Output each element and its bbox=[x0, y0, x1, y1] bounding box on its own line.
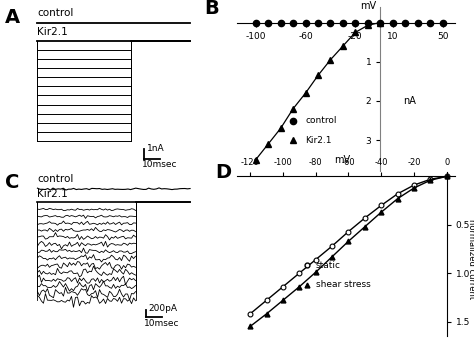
static bbox=[346, 229, 351, 234]
Text: shear stress: shear stress bbox=[316, 280, 371, 289]
Text: mV: mV bbox=[334, 155, 350, 165]
shear stress bbox=[378, 210, 384, 214]
Text: B: B bbox=[204, 0, 219, 17]
shear stress bbox=[428, 178, 433, 182]
Text: nA: nA bbox=[403, 96, 416, 106]
static bbox=[313, 258, 319, 262]
shear stress bbox=[264, 312, 269, 316]
Text: Kir2.1: Kir2.1 bbox=[306, 135, 332, 145]
Text: 10msec: 10msec bbox=[142, 161, 178, 169]
shear stress bbox=[362, 225, 368, 229]
Text: normalized current: normalized current bbox=[466, 218, 474, 299]
shear stress bbox=[444, 174, 450, 178]
Text: A: A bbox=[5, 8, 20, 27]
static bbox=[428, 177, 433, 181]
Text: control: control bbox=[37, 174, 74, 184]
Text: D: D bbox=[215, 163, 231, 182]
shear stress bbox=[313, 270, 319, 274]
Text: 200pA: 200pA bbox=[149, 305, 178, 314]
Text: control: control bbox=[306, 116, 337, 125]
static bbox=[280, 285, 286, 289]
static bbox=[411, 183, 417, 187]
static bbox=[395, 192, 401, 196]
static bbox=[264, 298, 269, 303]
shear stress bbox=[247, 324, 253, 329]
shear stress bbox=[329, 255, 335, 259]
Text: control: control bbox=[37, 8, 74, 18]
static bbox=[247, 312, 253, 316]
static bbox=[444, 174, 450, 178]
Line: shear stress: shear stress bbox=[248, 174, 449, 329]
shear stress bbox=[395, 197, 401, 201]
shear stress bbox=[280, 298, 286, 303]
static bbox=[296, 271, 302, 275]
Text: static: static bbox=[316, 261, 341, 270]
Text: Kir2.1: Kir2.1 bbox=[37, 189, 68, 199]
static bbox=[362, 216, 368, 220]
Text: 1nA: 1nA bbox=[146, 144, 164, 153]
shear stress bbox=[411, 186, 417, 190]
Text: C: C bbox=[5, 173, 19, 191]
Text: 10msec: 10msec bbox=[144, 319, 180, 328]
shear stress bbox=[346, 239, 351, 243]
Line: static: static bbox=[248, 174, 449, 316]
shear stress bbox=[296, 285, 302, 289]
Text: mV: mV bbox=[360, 1, 376, 11]
static bbox=[329, 244, 335, 248]
Text: Kir2.1: Kir2.1 bbox=[37, 27, 68, 37]
static bbox=[378, 203, 384, 208]
